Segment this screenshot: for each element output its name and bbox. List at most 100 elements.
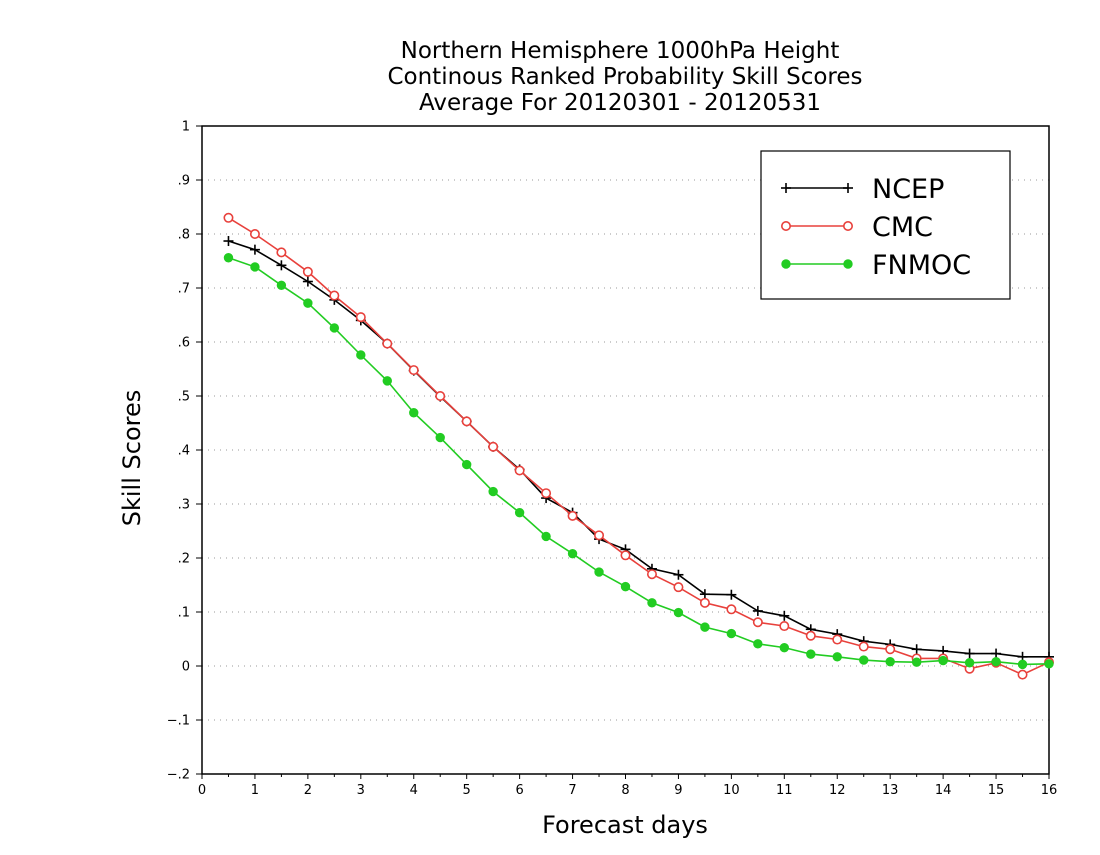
fnmoc-point (859, 655, 869, 665)
fnmoc-point (409, 408, 419, 418)
cmc-point (673, 582, 684, 593)
fnmoc-point (1044, 659, 1054, 669)
legend-fnmoc-marker (843, 259, 853, 269)
x-tick-label: 0 (198, 783, 206, 798)
fnmoc-point (832, 652, 842, 662)
y-tick-label: −.1 (167, 714, 190, 729)
series-cmc (223, 212, 1055, 680)
fnmoc-point (356, 350, 366, 360)
fnmoc-point (673, 607, 684, 618)
fnmoc-point (488, 486, 498, 497)
x-tick-label: 4 (410, 783, 418, 798)
cmc-point (488, 441, 499, 452)
x-tick-label: 2 (304, 783, 312, 798)
x-tick-label: 3 (357, 783, 365, 798)
fnmoc-point (991, 656, 1001, 667)
y-tick-label: .8 (178, 228, 190, 243)
cmc-point (249, 229, 260, 240)
cmc-point (435, 390, 446, 401)
fnmoc-point (223, 253, 234, 263)
cmc-point (514, 465, 525, 476)
ncep-point (726, 589, 737, 600)
x-tick-label: 7 (568, 783, 576, 798)
cmc-point (276, 247, 287, 258)
y-tick-label: 0 (182, 660, 190, 675)
ncep-point (276, 260, 287, 271)
cmc-point (726, 604, 737, 615)
fnmoc-point (514, 507, 525, 518)
legend-fnmoc-marker (781, 259, 791, 269)
ncep-point (699, 589, 710, 600)
fnmoc-line (228, 257, 1050, 666)
x-tick-label: 8 (621, 783, 629, 798)
legend-fnmoc-label: FNMOC (872, 250, 971, 281)
y-tick-label: .4 (178, 444, 190, 459)
ncep-point (964, 648, 975, 659)
fnmoc-point (1017, 659, 1028, 670)
y-tick-label: 1 (182, 120, 190, 135)
legend: NCEP CMC FNMOC (760, 150, 1011, 300)
legend-box (760, 150, 1011, 300)
series-fnmoc (223, 253, 1054, 670)
y-axis-label: Skill Scores (118, 390, 146, 527)
x-tick-label: 15 (988, 783, 1005, 798)
fnmoc-point (647, 598, 657, 608)
fnmoc-point (938, 655, 948, 666)
fnmoc-point (541, 531, 551, 542)
x-tick-label: 10 (723, 783, 740, 798)
ncep-point (673, 569, 684, 580)
fnmoc-point (911, 657, 922, 667)
ncep-point (302, 276, 313, 287)
ncep-point (249, 244, 260, 255)
fnmoc-point (700, 622, 710, 632)
cmc-point (858, 641, 869, 652)
legend-cmc-marker (780, 221, 791, 232)
cmc-point (832, 634, 843, 645)
fnmoc-point (329, 323, 340, 333)
cmc-point (620, 550, 631, 561)
x-tick-label: 12 (829, 783, 846, 798)
legend-ncep-marker (781, 183, 791, 193)
cmc-point (1017, 669, 1028, 680)
x-tick-label: 14 (935, 783, 952, 798)
cmc-point (461, 416, 472, 427)
y-tick-label: .3 (178, 498, 190, 513)
y-tick-label: .2 (178, 552, 190, 567)
x-tick-label: 6 (515, 783, 523, 798)
fnmoc-point (435, 432, 445, 443)
legend-cmc-marker (842, 221, 853, 232)
cmc-point (779, 621, 790, 632)
chart-title-line-1: Northern Hemisphere 1000hPa Height (401, 38, 840, 64)
cmc-point (885, 644, 896, 655)
plot-area-frame (201, 125, 1050, 775)
y-tick-label: .9 (178, 174, 190, 189)
chart-title: Northern Hemisphere 1000hPa Height Conti… (387, 38, 862, 116)
cmc-point (329, 290, 340, 301)
cmc-point (382, 338, 393, 349)
ncep-point (991, 648, 1002, 659)
cmc-point (646, 569, 657, 580)
ncep-point (911, 644, 922, 655)
cmc-point (541, 488, 552, 499)
cmc-point (567, 510, 578, 521)
fnmoc-point (620, 581, 631, 592)
fnmoc-point (276, 280, 287, 290)
fnmoc-point (964, 658, 975, 668)
y-tick-label: .6 (178, 336, 190, 351)
y-axis-ticks: −.2 −.1 0 .1 .2 .3 .4 .5 .6 .7 .8 .9 1 (167, 120, 202, 783)
fnmoc-point (885, 656, 895, 667)
fnmoc-point (753, 639, 763, 649)
y-tick-label: .1 (178, 606, 190, 621)
x-tick-label: 13 (882, 783, 899, 798)
cmc-point (699, 597, 710, 608)
fnmoc-point (250, 262, 260, 272)
legend-ncep-label: NCEP (872, 174, 944, 205)
fnmoc-point (461, 459, 472, 470)
x-tick-label: 16 (1041, 783, 1058, 798)
fnmoc-point (567, 548, 578, 559)
y-tick-label: .7 (178, 282, 190, 297)
cmc-point (355, 312, 366, 323)
cmc-point (223, 212, 234, 223)
